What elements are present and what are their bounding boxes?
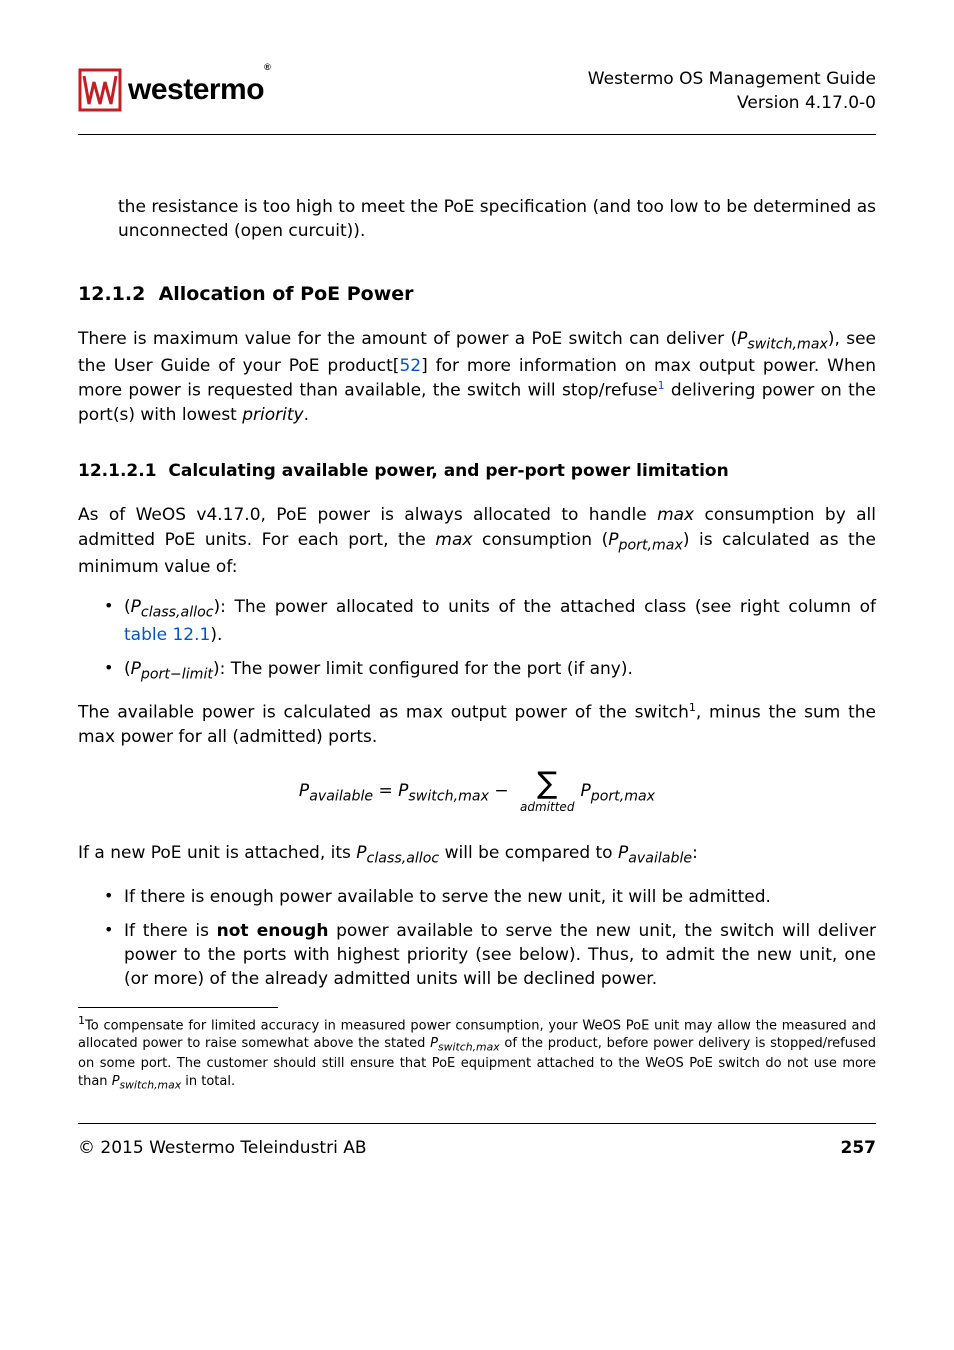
table-12-1-link[interactable]: table 12.1 — [124, 625, 210, 645]
page-number: 257 — [841, 1138, 877, 1158]
footnote-1-link[interactable]: 1 — [658, 379, 665, 392]
westermo-logo-icon — [78, 68, 122, 112]
page-footer: © 2015 Westermo Teleindustri AB 257 — [78, 1138, 876, 1158]
logo: westermo® — [78, 68, 270, 112]
sec-12-1-2-1-p2: The available power is calculated as max… — [78, 700, 876, 749]
formula-pavailable: Pavailable = Pswitch,max − ∑admittedPpor… — [78, 769, 876, 813]
ref-52-link[interactable]: 52 — [399, 356, 421, 376]
section-heading-12-1-2: 12.1.2 Allocation of PoE Power — [78, 283, 876, 305]
logo-text: westermo® — [128, 75, 270, 105]
content: the resistance is too high to meet the P… — [78, 195, 876, 1093]
sec-12-1-2-1-p3: If a new PoE unit is attached, its Pclas… — [78, 841, 876, 869]
version-line: Version 4.17.0-0 — [588, 92, 876, 116]
footer-divider — [78, 1123, 876, 1124]
continuation-para: the resistance is too high to meet the P… — [118, 195, 876, 243]
copyright: © 2015 Westermo Teleindustri AB — [78, 1138, 367, 1158]
list-item: If there is enough power available to se… — [104, 885, 876, 909]
header-meta: Westermo OS Management Guide Version 4.1… — [588, 68, 876, 116]
footnote-divider — [78, 1007, 278, 1008]
summation-icon: ∑admitted — [520, 769, 574, 813]
list-item: (Pport−limit): The power limit configure… — [104, 657, 876, 685]
bullet-list-1: (Pclass,alloc): The power allocated to u… — [104, 595, 876, 684]
list-item: If there is not enough power available t… — [104, 919, 876, 991]
footnote-1: 1To compensate for limited accuracy in m… — [78, 1014, 876, 1093]
subsection-heading-12-1-2-1: 12.1.2.1 Calculating available power, an… — [78, 461, 876, 481]
guide-title: Westermo OS Management Guide — [588, 68, 876, 92]
list-item: (Pclass,alloc): The power allocated to u… — [104, 595, 876, 647]
sec-12-1-2-p1: There is maximum value for the amount of… — [78, 327, 876, 428]
bullet-list-2: If there is enough power available to se… — [104, 885, 876, 992]
footnote-1-ref: 1 — [689, 701, 696, 714]
sec-12-1-2-1-p1: As of WeOS v4.17.0, PoE power is always … — [78, 503, 876, 579]
page-header: westermo® Westermo OS Management Guide V… — [78, 68, 876, 116]
header-divider — [78, 134, 876, 135]
